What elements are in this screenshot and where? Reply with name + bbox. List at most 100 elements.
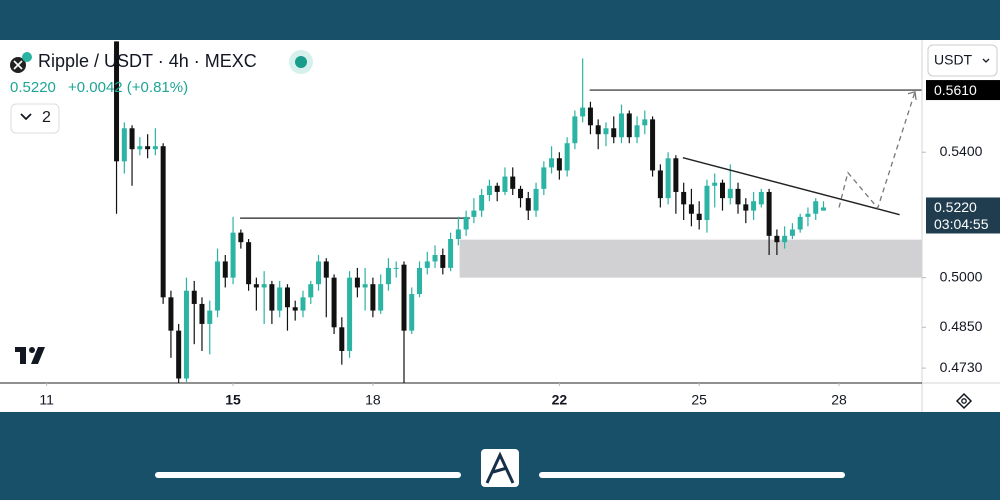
candle-body bbox=[549, 158, 555, 168]
candle-body bbox=[782, 235, 788, 243]
price-tag-label: 0.5610 bbox=[934, 82, 977, 98]
currency-select[interactable] bbox=[927, 44, 998, 77]
price-tag bbox=[926, 80, 1000, 101]
candle-body bbox=[494, 185, 500, 192]
candle-body bbox=[611, 128, 617, 138]
candle-body bbox=[735, 188, 741, 205]
indicator-count: 2 bbox=[42, 109, 51, 126]
candle-body bbox=[564, 143, 570, 171]
candle-body bbox=[712, 182, 718, 186]
candle-body bbox=[774, 235, 780, 243]
candle-body bbox=[797, 216, 803, 230]
candle-body bbox=[556, 158, 562, 171]
candle-body bbox=[448, 239, 454, 268]
candle-body bbox=[246, 242, 252, 285]
settings-icon-center bbox=[961, 398, 967, 404]
x-tick-label: 18 bbox=[365, 392, 381, 408]
candle-body bbox=[455, 229, 461, 240]
candle-body bbox=[183, 290, 189, 379]
candle-body bbox=[347, 277, 353, 351]
candle-body bbox=[743, 204, 749, 211]
candle-body bbox=[642, 119, 648, 126]
candle-body bbox=[417, 267, 423, 295]
candle-body bbox=[681, 191, 687, 205]
candle-body bbox=[805, 213, 811, 217]
candle-body bbox=[401, 264, 407, 331]
candle-body bbox=[339, 327, 345, 351]
candle-body bbox=[463, 216, 469, 230]
divider-left bbox=[155, 472, 461, 478]
chevron bbox=[20, 113, 32, 121]
brand-logo-mark bbox=[485, 451, 515, 484]
candle-body bbox=[440, 254, 446, 268]
candle-body bbox=[160, 146, 166, 298]
candle-body bbox=[354, 277, 360, 288]
candle-body bbox=[510, 176, 516, 189]
x-tick-label: 15 bbox=[225, 392, 241, 408]
candle-body bbox=[292, 307, 298, 311]
x-tick-label: 25 bbox=[691, 392, 707, 408]
candle-body bbox=[176, 330, 182, 379]
currency-chevron bbox=[982, 58, 990, 63]
projection-arrow bbox=[907, 90, 917, 100]
candle-body bbox=[665, 158, 671, 199]
candle-body bbox=[432, 254, 438, 262]
candle-body bbox=[471, 210, 477, 217]
chart-background bbox=[0, 40, 1000, 412]
axes: 0.5400 0.5000 0.4850 0.4730 0.5610 0.522003:0… bbox=[39, 80, 1000, 408]
candle-body bbox=[393, 267, 399, 269]
candle-body bbox=[215, 261, 221, 311]
candle-body bbox=[308, 284, 314, 298]
symbol-icon-badge bbox=[22, 52, 32, 62]
indicator-toggle[interactable] bbox=[10, 103, 60, 134]
y-tick-label: 0.5000 bbox=[940, 268, 983, 284]
price-change: +0.0042 (+0.81%) bbox=[68, 79, 188, 96]
candle-body bbox=[121, 128, 127, 162]
trendline bbox=[682, 156, 900, 216]
candle-body bbox=[385, 267, 391, 285]
divider-right bbox=[539, 472, 845, 478]
candle-body bbox=[766, 191, 772, 236]
candle-body bbox=[424, 261, 430, 268]
candle-body bbox=[518, 188, 524, 199]
candle-body bbox=[696, 213, 702, 221]
plot-area bbox=[114, 41, 922, 383]
projection-path bbox=[838, 91, 916, 210]
candle-body bbox=[595, 125, 601, 135]
countdown: 03:04:55 bbox=[934, 216, 989, 232]
symbol-title: Ripple / USDT · 4h · MEXC bbox=[38, 51, 257, 71]
candle-body bbox=[813, 201, 819, 214]
candle-body bbox=[199, 303, 205, 324]
price-tag-label: 0.5220 bbox=[934, 199, 977, 215]
candle-body bbox=[269, 284, 275, 311]
candle-body bbox=[479, 195, 485, 211]
last-price: 0.5220 bbox=[10, 79, 56, 96]
candle-body bbox=[525, 198, 531, 211]
candle-body bbox=[533, 188, 539, 211]
candle-body bbox=[261, 284, 267, 288]
candle-body bbox=[129, 128, 135, 150]
tv-logo bbox=[15, 347, 45, 364]
candle-body bbox=[238, 232, 244, 243]
y-tick-label: 0.4850 bbox=[940, 318, 983, 334]
candle-body bbox=[751, 201, 757, 211]
symbol-icon-mark bbox=[13, 60, 23, 70]
y-tick-label: 0.5400 bbox=[940, 143, 983, 159]
candle-body bbox=[152, 146, 158, 150]
candle-body bbox=[409, 294, 415, 331]
candle-body bbox=[634, 125, 640, 138]
candle-body bbox=[331, 277, 337, 328]
currency: USDT bbox=[934, 52, 973, 68]
settings-icon[interactable] bbox=[955, 392, 973, 410]
x-tick-label: 22 bbox=[552, 392, 568, 408]
candle-body bbox=[657, 170, 663, 199]
candle-body bbox=[673, 158, 679, 192]
candle-body bbox=[207, 310, 213, 324]
candle-body bbox=[727, 188, 733, 199]
candle-body bbox=[284, 287, 290, 308]
candle-body bbox=[168, 297, 174, 331]
support-zone bbox=[459, 239, 922, 278]
candle-body bbox=[688, 204, 694, 214]
candle-body bbox=[253, 284, 259, 288]
